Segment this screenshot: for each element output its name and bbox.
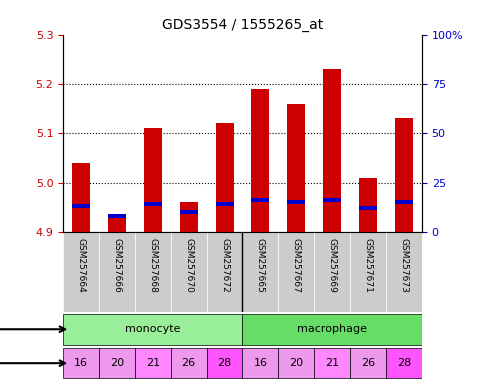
FancyBboxPatch shape — [99, 348, 135, 379]
Bar — [179, 210, 197, 214]
Text: GSM257673: GSM257673 — [399, 238, 408, 293]
FancyBboxPatch shape — [314, 232, 349, 312]
Bar — [287, 200, 305, 204]
Text: 28: 28 — [217, 358, 231, 368]
Text: 16: 16 — [74, 358, 88, 368]
Bar — [251, 199, 269, 202]
Text: 20: 20 — [109, 358, 124, 368]
Text: 20: 20 — [288, 358, 303, 368]
Bar — [358, 178, 376, 232]
Bar — [394, 200, 412, 204]
FancyBboxPatch shape — [99, 232, 135, 312]
Text: 26: 26 — [181, 358, 196, 368]
Bar — [215, 123, 233, 232]
Bar — [394, 119, 412, 232]
Bar — [322, 69, 340, 232]
FancyBboxPatch shape — [314, 348, 349, 379]
Bar — [322, 199, 340, 202]
FancyBboxPatch shape — [170, 232, 206, 312]
Text: GSM257672: GSM257672 — [220, 238, 228, 293]
Text: 16: 16 — [253, 358, 267, 368]
Bar — [215, 202, 233, 206]
FancyBboxPatch shape — [242, 232, 278, 312]
Bar — [107, 217, 125, 232]
Text: 26: 26 — [360, 358, 375, 368]
FancyBboxPatch shape — [63, 348, 99, 379]
Text: GSM257671: GSM257671 — [363, 238, 372, 293]
FancyBboxPatch shape — [242, 314, 421, 344]
FancyBboxPatch shape — [135, 232, 170, 312]
Bar — [179, 202, 197, 232]
Text: 21: 21 — [145, 358, 160, 368]
Bar — [287, 104, 305, 232]
Bar — [143, 202, 161, 206]
Bar — [72, 204, 90, 209]
FancyBboxPatch shape — [206, 348, 242, 379]
FancyBboxPatch shape — [170, 348, 206, 379]
Text: GSM257666: GSM257666 — [112, 238, 121, 293]
Text: GSM257667: GSM257667 — [291, 238, 300, 293]
FancyBboxPatch shape — [278, 348, 314, 379]
FancyBboxPatch shape — [135, 348, 170, 379]
Bar — [107, 214, 125, 218]
FancyBboxPatch shape — [385, 232, 421, 312]
FancyBboxPatch shape — [242, 348, 278, 379]
Bar — [358, 206, 376, 210]
Text: 21: 21 — [324, 358, 339, 368]
Text: 28: 28 — [396, 358, 410, 368]
Bar — [72, 163, 90, 232]
FancyBboxPatch shape — [206, 232, 242, 312]
Text: monocyte: monocyte — [125, 324, 180, 334]
FancyBboxPatch shape — [349, 232, 385, 312]
Title: GDS3554 / 1555265_at: GDS3554 / 1555265_at — [162, 18, 322, 32]
Text: GSM257669: GSM257669 — [327, 238, 336, 293]
FancyBboxPatch shape — [349, 348, 385, 379]
Bar — [251, 89, 269, 232]
Text: GSM257668: GSM257668 — [148, 238, 157, 293]
Text: GSM257670: GSM257670 — [184, 238, 193, 293]
FancyBboxPatch shape — [385, 348, 421, 379]
Bar — [143, 128, 161, 232]
Text: macrophage: macrophage — [297, 324, 366, 334]
Text: GSM257665: GSM257665 — [256, 238, 264, 293]
Text: GSM257664: GSM257664 — [76, 238, 85, 293]
FancyBboxPatch shape — [278, 232, 314, 312]
FancyBboxPatch shape — [63, 314, 242, 344]
FancyBboxPatch shape — [63, 232, 99, 312]
